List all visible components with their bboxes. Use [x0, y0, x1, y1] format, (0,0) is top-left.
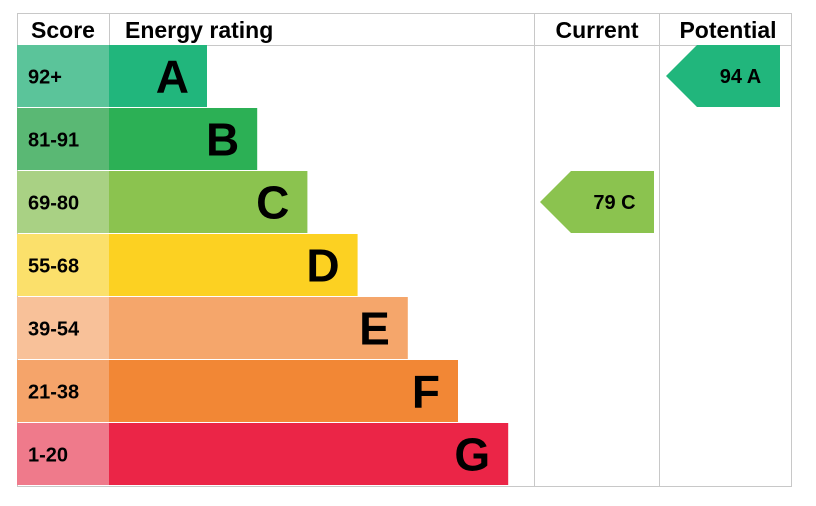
score-cell-g	[17, 423, 109, 485]
score-header: Score	[31, 17, 95, 43]
score-cell-d	[17, 234, 109, 296]
rating-letter-e: E	[359, 303, 390, 355]
rating-bar-f	[109, 360, 458, 422]
potential-rating-arrow	[666, 45, 780, 107]
current-rating-arrow	[540, 171, 654, 233]
potential-header: Potential	[679, 17, 776, 43]
rating-bar-a	[109, 45, 207, 107]
score-range-g: 1-20	[28, 445, 68, 467]
rating-letter-f: F	[412, 366, 440, 418]
energy-rating-header: Energy rating	[125, 17, 273, 43]
rating-bar-c	[109, 171, 308, 233]
rating-bar-g	[109, 423, 509, 485]
rating-bands: 92+ A 81-91 B 69-80 C 55-68 D 39-54 E 21-38 F 1-20 G	[17, 45, 509, 485]
rating-indicators: 79 C 94 A	[540, 45, 780, 233]
score-range-f: 21-38	[28, 382, 79, 404]
score-cell-b	[17, 108, 109, 170]
potential-rating-label: 94 A	[720, 66, 762, 88]
score-cell-f	[17, 360, 109, 422]
rating-letter-a: A	[156, 51, 189, 103]
score-cell-e	[17, 297, 109, 359]
rating-letter-c: C	[256, 177, 289, 229]
rating-bar-e	[109, 297, 408, 359]
score-range-c: 69-80	[28, 193, 79, 215]
rating-letter-d: D	[306, 240, 339, 292]
rating-letter-b: B	[206, 114, 239, 166]
score-range-b: 81-91	[28, 130, 79, 152]
score-cell-a	[17, 45, 109, 107]
current-header: Current	[555, 17, 638, 43]
score-range-e: 39-54	[28, 319, 80, 341]
current-rating-label: 79 C	[593, 192, 635, 214]
rating-bar-b	[109, 108, 258, 170]
rating-bar-d	[109, 234, 358, 296]
rating-letter-g: G	[454, 429, 490, 481]
score-range-a: 92+	[28, 67, 62, 89]
score-range-d: 55-68	[28, 256, 79, 278]
score-cell-c	[17, 171, 109, 233]
